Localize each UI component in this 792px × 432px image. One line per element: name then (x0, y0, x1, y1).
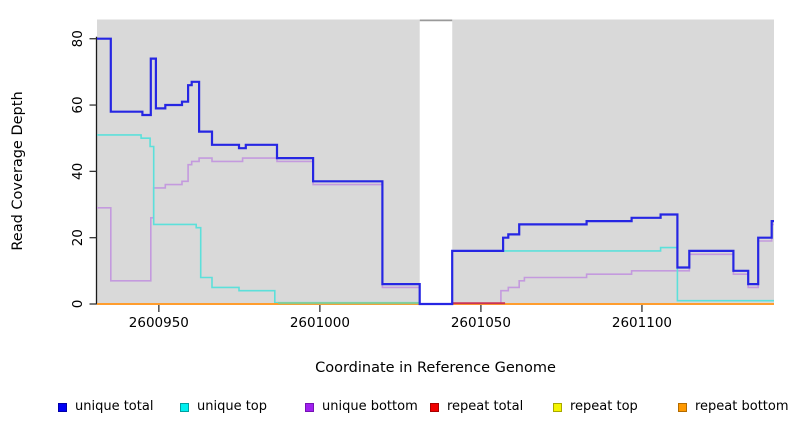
legend-label: repeat bottom (695, 399, 789, 414)
legend-item-repeat-bottom: repeat bottom (678, 399, 789, 415)
series-unique-total-line (97, 37, 774, 306)
y-tick-label: 20 (70, 229, 86, 246)
y-tick-label: 60 (70, 96, 86, 113)
y-axis-title: Read Coverage Depth (10, 91, 26, 251)
legend-swatch-repeat-top (553, 402, 562, 412)
legend-swatch-unique-bottom (305, 402, 314, 412)
x-tick-label: 2600950 (129, 315, 189, 331)
legend-swatch-unique-top (180, 402, 189, 412)
legend-label: unique bottom (322, 399, 418, 414)
legend-swatch-repeat-total (430, 402, 439, 412)
no-data-gap-band (419, 19, 453, 304)
y-tick-label: 0 (70, 300, 86, 309)
legend-swatch-repeat-bottom (678, 402, 687, 412)
legend-item-unique-bottom: unique bottom (305, 399, 418, 415)
x-tick-label: 2601050 (451, 315, 511, 331)
legend-label: repeat total (447, 399, 524, 414)
series-unique-top-line (97, 134, 774, 305)
legend: unique total unique top unique bottom repea… (0, 399, 792, 419)
legend-label: unique top (197, 399, 268, 414)
legend-item-repeat-top: repeat top (553, 399, 638, 415)
legend-item-unique-total: unique total (58, 399, 153, 415)
x-axis-title: Coordinate in Reference Genome (315, 360, 556, 376)
legend-item-unique-top: unique top (180, 399, 267, 415)
x-tick-label: 2601000 (290, 315, 350, 331)
y-tick-label: 40 (70, 163, 86, 180)
legend-swatch-unique-total (58, 402, 67, 412)
legend-item-repeat-total: repeat total (430, 399, 523, 415)
legend-label: repeat top (570, 399, 638, 414)
x-tick-label: 2601100 (612, 315, 672, 331)
y-tick-label: 80 (70, 30, 86, 47)
legend-label: unique total (75, 399, 154, 414)
